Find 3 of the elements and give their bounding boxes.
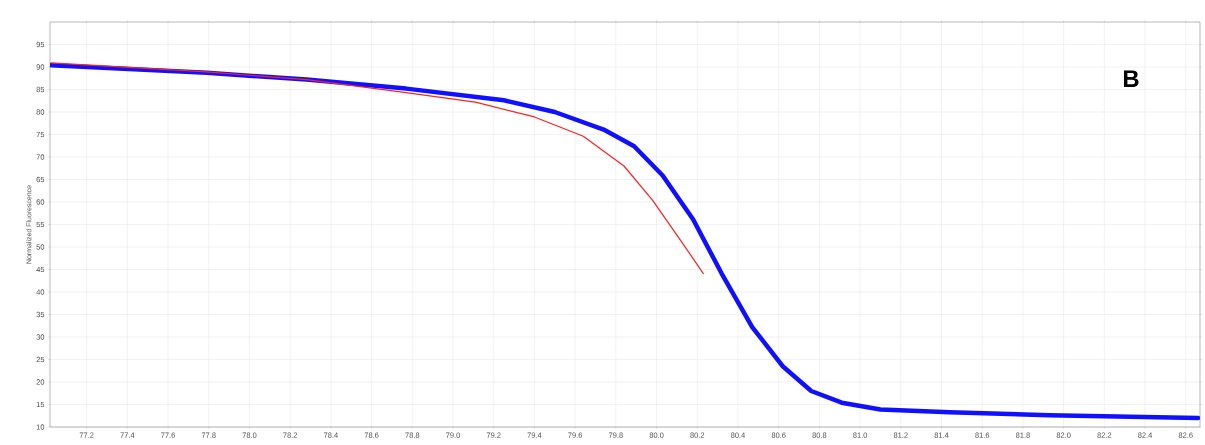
annotation: B: [1123, 70, 1139, 87]
line-series: [50, 62, 1200, 421]
line-series: [50, 62, 704, 275]
